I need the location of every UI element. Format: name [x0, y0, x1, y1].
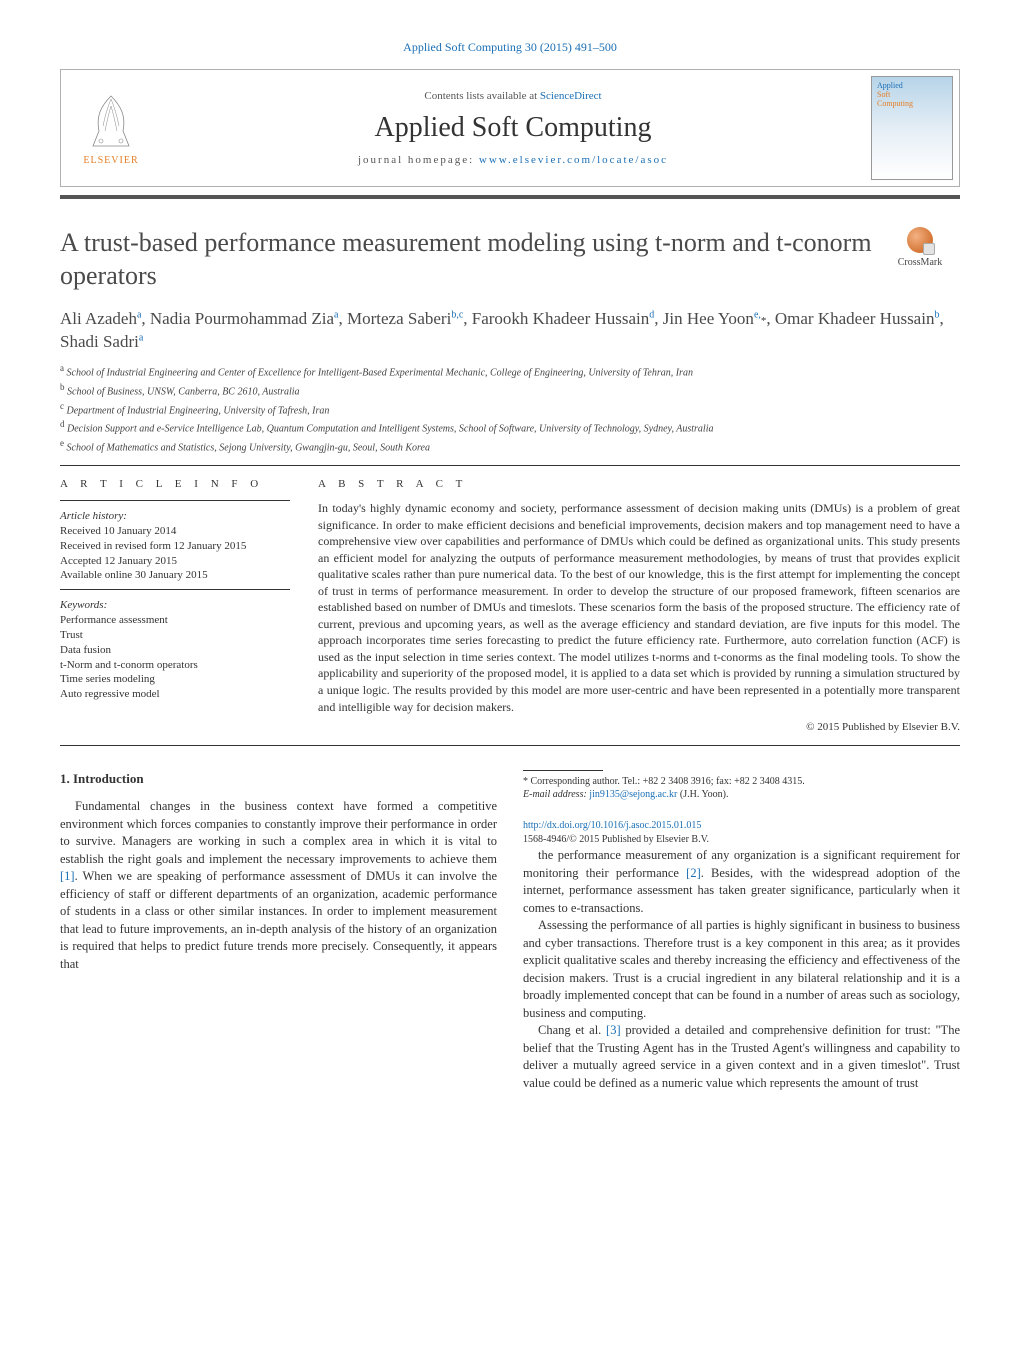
article-history: Article history: Received 10 January 201… — [60, 509, 290, 583]
corr-line: * Corresponding author. Tel.: +82 2 3408… — [523, 775, 943, 788]
info-rule-2 — [60, 589, 290, 590]
article-info-heading: A R T I C L E I N F O — [60, 478, 290, 490]
section-1-heading: 1. Introduction — [60, 770, 497, 788]
footnote-rule — [523, 770, 603, 771]
journal-cover-thumb: Applied Soft Computing — [871, 76, 953, 180]
abstract-copyright: © 2015 Published by Elsevier B.V. — [318, 721, 960, 733]
body-p4: Chang et al. [3] provided a detailed and… — [523, 1022, 960, 1092]
elsevier-label: ELSEVIER — [83, 155, 138, 166]
crossmark-label: CrossMark — [898, 257, 942, 268]
journal-homepage: journal homepage: www.elsevier.com/locat… — [358, 154, 668, 166]
footnote-block: * Corresponding author. Tel.: +82 2 3408… — [523, 770, 960, 847]
body-p1: Fundamental changes in the business cont… — [60, 798, 497, 973]
keyword-line: Trust — [60, 628, 290, 643]
issn-line: 1568-4946/© 2015 Published by Elsevier B… — [523, 834, 709, 845]
article-info-column: A R T I C L E I N F O Article history: R… — [60, 478, 290, 733]
elsevier-logo: ELSEVIER — [61, 70, 161, 186]
homepage-prefix: journal homepage: — [358, 154, 479, 166]
contents-prefix: Contents lists available at — [424, 90, 539, 102]
affiliation-line: c Department of Industrial Engineering, … — [60, 400, 960, 418]
corresponding-author: * Corresponding author. Tel.: +82 2 3408… — [523, 775, 943, 801]
doi-block: http://dx.doi.org/10.1016/j.asoc.2015.01… — [523, 819, 960, 847]
email-label: E-mail address: — [523, 789, 587, 800]
sciencedirect-link[interactable]: ScienceDirect — [540, 90, 602, 102]
keyword-line: Time series modeling — [60, 672, 290, 687]
journal-header-box: ELSEVIER Contents lists available at Sci… — [60, 69, 960, 187]
doi-link[interactable]: http://dx.doi.org/10.1016/j.asoc.2015.01… — [523, 820, 701, 831]
abstract-heading: A B S T R A C T — [318, 478, 960, 490]
history-line: Received 10 January 2014 — [60, 524, 290, 539]
body-p3: Assessing the performance of all parties… — [523, 917, 960, 1022]
keywords-block: Keywords: Performance assessmentTrustDat… — [60, 598, 290, 702]
keyword-line: t-Norm and t-conorm operators — [60, 658, 290, 673]
header-bar — [60, 195, 960, 199]
history-label: Article history: — [60, 509, 290, 524]
keywords-label: Keywords: — [60, 598, 290, 613]
body-columns: 1. Introduction Fundamental changes in t… — [60, 770, 960, 1092]
journal-mid: Contents lists available at ScienceDirec… — [161, 70, 865, 186]
keyword-line: Performance assessment — [60, 613, 290, 628]
body-p2: the performance measurement of any organ… — [523, 847, 960, 917]
elsevier-tree-icon — [81, 91, 141, 151]
affiliation-line: b School of Business, UNSW, Canberra, BC… — [60, 381, 960, 399]
cover-line2: Soft — [877, 90, 890, 99]
authors: Ali Azadeha, Nadia Pourmohammad Ziaa, Mo… — [60, 308, 960, 354]
homepage-link[interactable]: www.elsevier.com/locate/asoc — [479, 154, 668, 166]
email-name: (J.H. Yoon). — [680, 789, 729, 800]
journal-name: Applied Soft Computing — [375, 112, 652, 144]
history-line: Available online 30 January 2015 — [60, 568, 290, 583]
cover-line3: Computing — [877, 99, 913, 108]
cover-title: Applied Soft Computing — [877, 82, 947, 108]
crossmark-badge[interactable]: CrossMark — [880, 227, 960, 268]
affiliation-line: a School of Industrial Engineering and C… — [60, 362, 960, 380]
affiliations: a School of Industrial Engineering and C… — [60, 362, 960, 455]
contents-line: Contents lists available at ScienceDirec… — [424, 90, 601, 102]
section-title: Introduction — [73, 771, 144, 786]
affiliation-line: e School of Mathematics and Statistics, … — [60, 437, 960, 455]
cover-line1: Applied — [877, 81, 903, 90]
history-line: Received in revised form 12 January 2015 — [60, 539, 290, 554]
info-rule-1 — [60, 500, 290, 501]
crossmark-icon — [907, 227, 933, 253]
abstract-column: A B S T R A C T In today's highly dynami… — [318, 478, 960, 733]
keyword-line: Data fusion — [60, 643, 290, 658]
rule-bottom — [60, 745, 960, 746]
keyword-line: Auto regressive model — [60, 687, 290, 702]
header-citation: Applied Soft Computing 30 (2015) 491–500 — [60, 40, 960, 55]
rule-top — [60, 465, 960, 466]
history-line: Accepted 12 January 2015 — [60, 554, 290, 569]
abstract-text: In today's highly dynamic economy and so… — [318, 500, 960, 715]
affiliation-line: d Decision Support and e-Service Intelli… — [60, 418, 960, 436]
email-link[interactable]: jin9135@sejong.ac.kr — [589, 789, 677, 800]
section-number: 1. — [60, 771, 70, 786]
article-title: A trust-based performance measurement mo… — [60, 227, 872, 292]
